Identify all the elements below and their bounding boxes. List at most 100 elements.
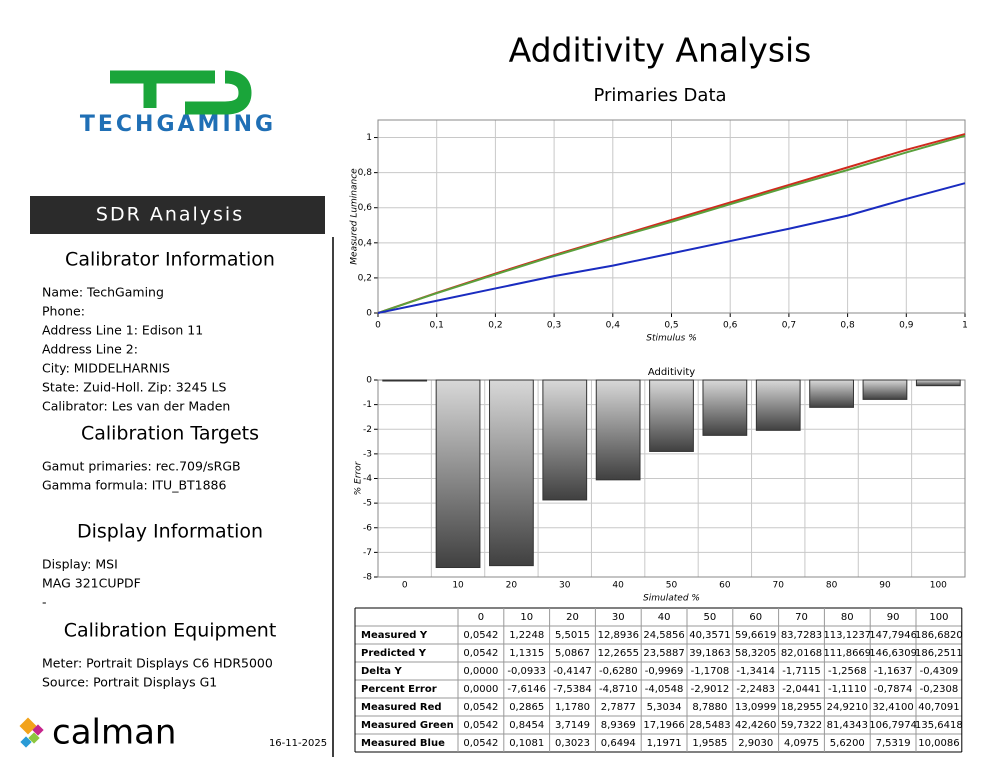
cell: 40,3571	[689, 630, 730, 641]
info-line: Meter: Portrait Displays C6 HDR5000	[42, 656, 273, 671]
info-line: Display: MSI	[42, 557, 118, 572]
bar	[915, 379, 961, 387]
row-label: Predicted Y	[361, 648, 427, 659]
cell: -0,9969	[645, 666, 684, 677]
cell: 5,6200	[830, 738, 865, 749]
cell: 5,0867	[555, 648, 590, 659]
series-line	[377, 134, 966, 314]
x-tick-label: 0	[375, 321, 381, 331]
y-tick-label: -3	[363, 449, 372, 459]
cell: 0,0542	[463, 648, 498, 659]
header-cell: 50	[704, 612, 717, 623]
x-tick-label: 80	[826, 581, 838, 591]
cell: 0,0000	[463, 684, 498, 695]
bar	[595, 379, 641, 481]
cell: 146,6309	[869, 648, 917, 659]
section-heading: Display Information	[77, 521, 263, 543]
title: Additivity Analysis	[509, 31, 812, 70]
cell: 81,4343	[827, 720, 868, 731]
info-line: Gamma formula: ITU_BT1886	[42, 478, 227, 493]
header-cell: 80	[841, 612, 854, 623]
cell: 1,1971	[647, 738, 682, 749]
cell: -2,0441	[782, 684, 821, 695]
cell: 4,0975	[784, 738, 819, 749]
cell: 0,8454	[509, 720, 544, 731]
cell: 0,6494	[601, 738, 636, 749]
cell: -2,2483	[736, 684, 775, 695]
info-line: Calibrator: Les van der Maden	[42, 399, 230, 414]
bar	[489, 379, 534, 567]
series-line	[377, 182, 966, 314]
cell: 0,1081	[509, 738, 544, 749]
logo-mark	[110, 70, 252, 115]
x-tick-label: 0,3	[547, 321, 561, 331]
cell: 5,5015	[555, 630, 590, 641]
cell: -1,7115	[782, 666, 821, 677]
cell: -4,0548	[645, 684, 684, 695]
bar	[542, 379, 588, 501]
header-cell: 100	[929, 612, 948, 623]
vendor: calman	[52, 713, 176, 753]
cell: 1,1315	[509, 648, 544, 659]
cell: 3,7149	[555, 720, 590, 731]
row-label: Percent Error	[361, 684, 437, 695]
bar	[755, 379, 801, 431]
banner-bg	[30, 196, 325, 234]
charts: 00,20,40,60,810 0,1 0,2 0,3 0,4 0,5 0,6 0,7 0,8 0…	[350, 119, 968, 604]
cell: -1,1708	[691, 666, 730, 677]
cell: 135,6418	[915, 720, 963, 731]
header-cell: 60	[749, 612, 762, 623]
sidebar: Calibrator Information Name: TechGaming Ph…	[42, 249, 276, 690]
cell: 59,6619	[735, 630, 776, 641]
x-tick-label: 70	[773, 581, 785, 591]
header-cell: 70	[795, 612, 808, 623]
cell: -0,4309	[920, 666, 959, 677]
x-tick-label: 40	[612, 581, 624, 591]
y-tick-label: 0,4	[358, 238, 373, 248]
cell: -7,6146	[507, 684, 546, 695]
y-tick-label: -6	[363, 523, 372, 533]
row-label: Measured Red	[361, 702, 442, 713]
cell: 1,1780	[555, 702, 590, 713]
section-heading: Calibrator Information	[65, 249, 275, 271]
y-tick-label: 0,8	[358, 168, 373, 178]
cell: 28,5483	[689, 720, 730, 731]
cell: 186,6820	[915, 630, 963, 641]
plot-frame	[377, 119, 966, 314]
cell: -0,7874	[874, 684, 913, 695]
info-line: Gamut primaries: rec.709/sRGB	[42, 459, 241, 474]
cell: 147,7946	[869, 630, 917, 641]
x-tick-label: 0,7	[782, 321, 796, 331]
x-tick-label: 0	[402, 581, 408, 591]
header-cell: 30	[612, 612, 625, 623]
x-tick-label: 60	[719, 581, 731, 591]
cell: 0,0542	[463, 720, 498, 731]
x-axis-label: Simulated %	[643, 594, 700, 604]
cell: 24,5856	[643, 630, 684, 641]
info-line: Source: Portrait Displays G1	[42, 675, 217, 690]
cell: 0,0542	[463, 738, 498, 749]
bar	[809, 379, 854, 408]
brand: TECHGAMING	[80, 112, 276, 137]
y-axis-label: Measured Luminance	[350, 168, 360, 265]
cell: 1,9585	[692, 738, 727, 749]
section-heading: Calibration Targets	[81, 423, 259, 445]
x-tick-label: 0,1	[430, 321, 444, 331]
bar	[649, 379, 694, 452]
cell: 8,9369	[601, 720, 636, 731]
cell: -1,2568	[828, 666, 867, 677]
cell: 83,7283	[781, 630, 822, 641]
cell: 0,3023	[555, 738, 590, 749]
header-cell: 10	[520, 612, 533, 623]
cell: 59,7322	[781, 720, 822, 731]
cell: -1,1110	[828, 684, 867, 695]
cell: -0,6280	[599, 666, 638, 677]
cell: 0,0542	[463, 702, 498, 713]
cell: 17,1966	[643, 720, 684, 731]
cell: 0,0542	[463, 630, 498, 641]
x-tick-label: 0,2	[488, 321, 502, 331]
chart-title: Additivity	[648, 367, 695, 378]
cell: 39,1863	[689, 648, 730, 659]
cell: 10,0086	[918, 738, 959, 749]
